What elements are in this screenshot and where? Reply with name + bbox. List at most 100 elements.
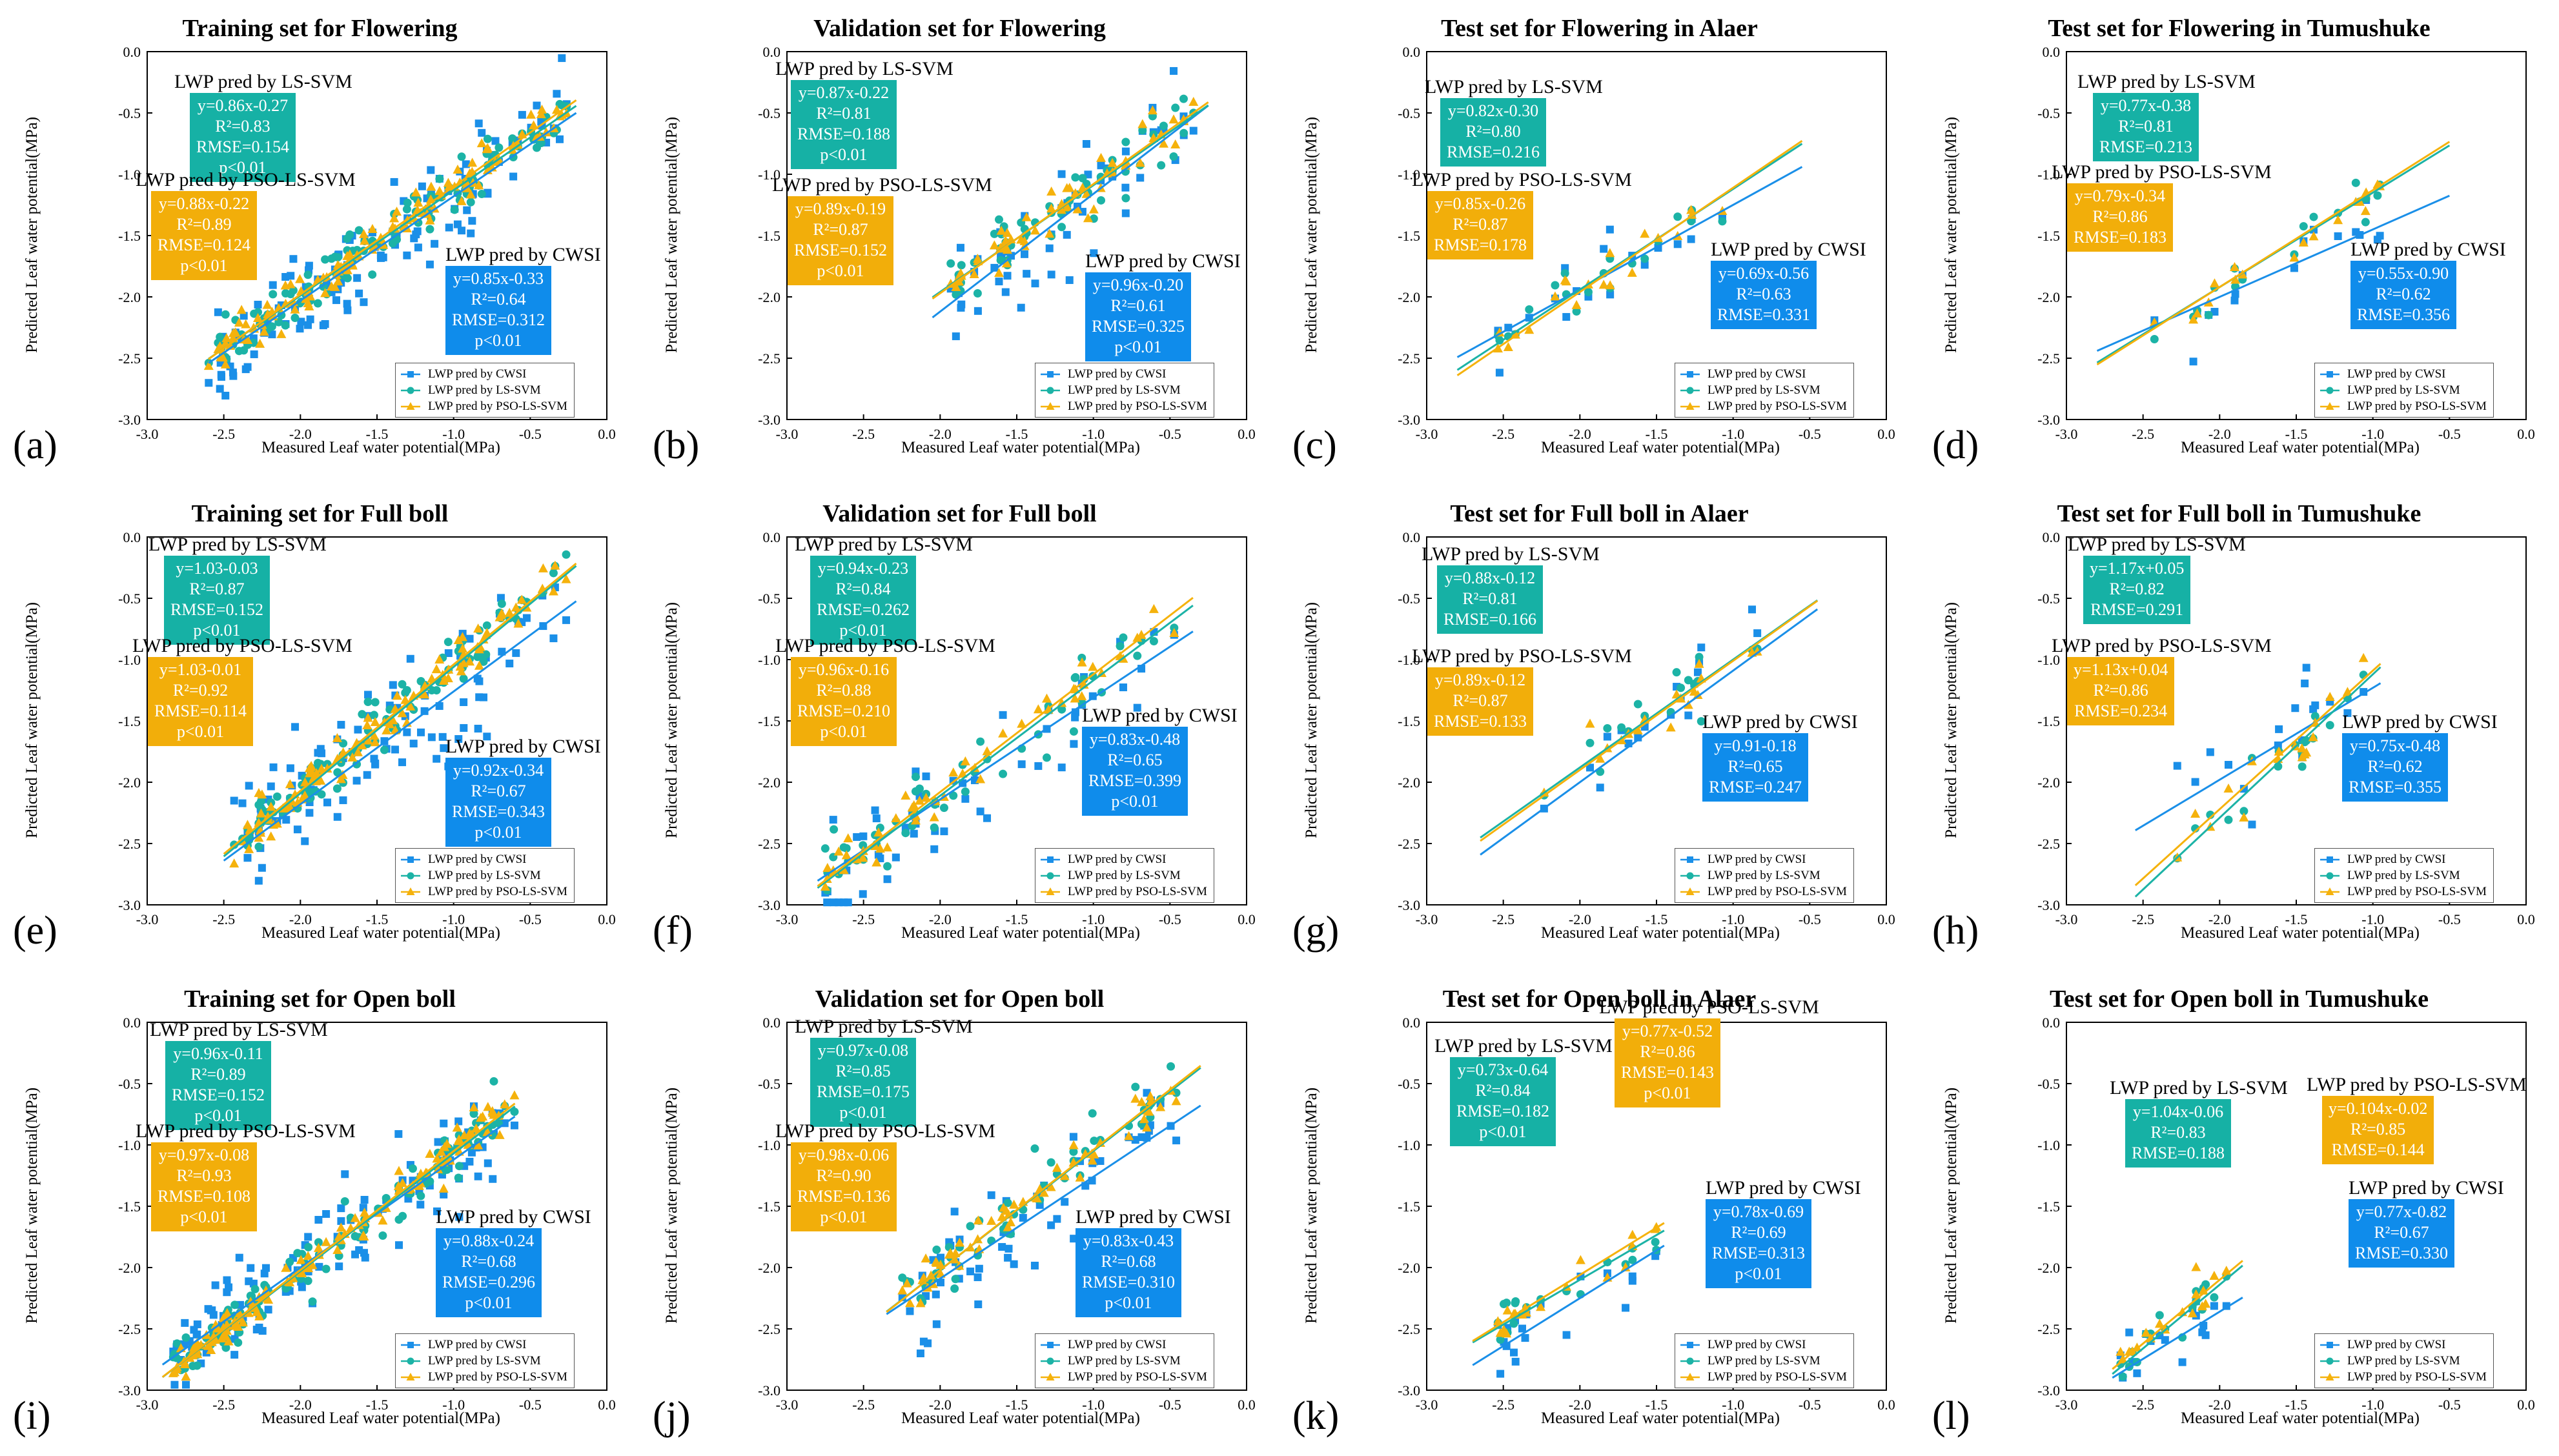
legend-entry: LWP pred by LS-SVM bbox=[1680, 867, 1847, 884]
x-axis-label: Measured Leaf water potential(MPa) bbox=[2181, 439, 2420, 456]
annotation-heading: LWP pred by LS-SVM bbox=[174, 71, 352, 92]
fit-line-cwsi bbox=[2135, 682, 2381, 831]
panel-label: (c) bbox=[1292, 423, 1337, 467]
y-tick-label: -1.5 bbox=[2037, 1198, 2060, 1215]
pso-point bbox=[2132, 1342, 2142, 1352]
x-tick-label: -2.5 bbox=[2132, 1397, 2154, 1413]
cwsi-point bbox=[376, 251, 385, 259]
stat-r2: R²=0.87 bbox=[189, 580, 245, 598]
pso-point bbox=[882, 842, 893, 852]
cwsi-point bbox=[453, 220, 462, 228]
cwsi-point bbox=[1753, 629, 1762, 638]
pso-point bbox=[440, 1142, 450, 1151]
pso-point bbox=[1021, 212, 1032, 221]
legend-entry: LWP pred by CWSI bbox=[1041, 851, 1207, 867]
legend-label: LWP pred by CWSI bbox=[1068, 367, 1167, 381]
cwsi-point bbox=[343, 306, 352, 314]
x-tick-label: 0.0 bbox=[1238, 911, 1256, 927]
legend-entry: LWP pred by CWSI bbox=[1680, 366, 1847, 382]
annotation-heading: LWP pred by CWSI bbox=[1706, 1177, 1861, 1198]
y-tick-label: -0.5 bbox=[118, 1076, 141, 1092]
cwsi-point bbox=[1053, 1215, 1061, 1223]
stat-rmse: RMSE=0.312 bbox=[452, 310, 545, 329]
cwsi-point bbox=[1748, 605, 1757, 614]
cwsi-point bbox=[829, 816, 837, 824]
x-tick-label: 0.0 bbox=[1877, 426, 1895, 442]
series-pso-points bbox=[2116, 1262, 2232, 1364]
ls-svm-point bbox=[491, 150, 500, 159]
legend-entry: LWP pred by LS-SVM bbox=[401, 382, 567, 398]
ls-svm-point bbox=[1673, 212, 1682, 221]
pso-point bbox=[1006, 1217, 1016, 1227]
y-tick-label: -3.0 bbox=[758, 1382, 780, 1399]
pso-point bbox=[443, 673, 453, 683]
pso-point bbox=[820, 882, 830, 891]
pso-point bbox=[1045, 228, 1055, 238]
legend-label: LWP pred by LS-SVM bbox=[1708, 383, 1820, 397]
pso-point bbox=[382, 725, 392, 734]
cwsi-point bbox=[390, 177, 398, 186]
stat-rmse: RMSE=0.291 bbox=[2090, 600, 2184, 619]
chart-title: Training set for Flowering bbox=[182, 15, 458, 42]
pso-point bbox=[839, 865, 849, 875]
legend-label: LWP pred by LS-SVM bbox=[2347, 383, 2460, 397]
cwsi-point bbox=[2191, 778, 2199, 786]
pso-point bbox=[1097, 668, 1107, 678]
stats-box: y=0.88x-0.22 R²=0.89 RMSE=0.124 p<0.01 bbox=[151, 191, 257, 280]
cwsi-point bbox=[1687, 235, 1695, 243]
y-tick-label: 0.0 bbox=[1403, 1015, 1421, 1031]
ls-svm-point bbox=[1585, 738, 1595, 747]
stat-rmse: RMSE=0.152 bbox=[172, 1086, 265, 1104]
x-axis-label: Measured Leaf water potential(MPa) bbox=[261, 924, 500, 942]
annotation-cwsi: LWP pred by CWSI y=0.55x-0.90 R²=0.62 RMSE=… bbox=[2350, 239, 2506, 329]
ls-svm-point bbox=[2361, 217, 2370, 227]
pso-point bbox=[458, 643, 468, 653]
x-tick-label: -2.0 bbox=[1569, 1397, 1591, 1413]
pso-point bbox=[2308, 732, 2318, 742]
cwsi-point bbox=[333, 813, 342, 821]
stat-rmse: RMSE=0.296 bbox=[442, 1273, 535, 1291]
pso-point bbox=[1188, 97, 1199, 106]
legend-entry: LWP pred by LS-SVM bbox=[1041, 867, 1207, 884]
cwsi-point bbox=[512, 649, 520, 657]
pso-point bbox=[902, 1278, 912, 1288]
annotation-cwsi: LWP pred by CWSI y=0.78x-0.69 R²=0.69 RMSE=… bbox=[1706, 1177, 1861, 1288]
legend-label: LWP pred by PSO-LS-SVM bbox=[1068, 1370, 1207, 1384]
pso-point bbox=[2239, 812, 2249, 822]
pso-point bbox=[511, 602, 521, 612]
ls-svm-point bbox=[332, 784, 342, 793]
stat-r2: R²=0.87 bbox=[1453, 691, 1508, 710]
legend-entry: LWP pred by PSO-LS-SVM bbox=[401, 398, 567, 414]
pso-point bbox=[304, 301, 314, 311]
pso-point bbox=[1694, 658, 1704, 668]
ls-svm-point bbox=[1006, 1229, 1015, 1239]
x-tick-label: -3.0 bbox=[2055, 911, 2078, 927]
pso-point bbox=[1065, 183, 1075, 192]
pso-point bbox=[397, 708, 407, 718]
cwsi-point bbox=[465, 1157, 474, 1166]
ls-svm-point bbox=[898, 1273, 907, 1282]
cwsi-point bbox=[211, 1281, 219, 1289]
y-tick-label: 0.0 bbox=[763, 44, 781, 60]
legend-label: LWP pred by LS-SVM bbox=[1068, 383, 1181, 397]
pso-point bbox=[453, 164, 463, 174]
stat-r2: R²=0.89 bbox=[176, 215, 232, 234]
x-tick-label: 0.0 bbox=[2517, 1397, 2535, 1413]
pso-point bbox=[1145, 1091, 1156, 1100]
cwsi-point bbox=[1003, 272, 1012, 280]
circle-marker-icon bbox=[1680, 869, 1700, 882]
cwsi-point bbox=[961, 794, 970, 803]
annotation-pso: LWP pred by PSO-LS-SVM y=0.79x-0.34 R²=0.8… bbox=[2052, 161, 2272, 252]
cwsi-point bbox=[420, 707, 429, 715]
pso-point bbox=[360, 236, 370, 245]
annotation-pso: LWP pred by PSO-LS-SVM y=1.03-0.01 R²=0.92… bbox=[132, 635, 352, 746]
ls-svm-point bbox=[1495, 336, 1504, 345]
y-tick-label: -3.0 bbox=[758, 412, 780, 428]
pso-point bbox=[305, 768, 315, 778]
chart-panel-9: -3.0 -2.5 -2.0 -1.5 -1.0 -0.5 0.0 -3.0 -2.5 -2.0 -… bbox=[0, 971, 640, 1456]
legend-entry: LWP pred by PSO-LS-SVM bbox=[401, 1369, 567, 1385]
pso-point bbox=[221, 1326, 232, 1335]
ls-svm-point bbox=[2210, 1293, 2219, 1302]
ls-svm-point bbox=[821, 844, 830, 853]
y-tick-label: -2.5 bbox=[2037, 1321, 2060, 1337]
